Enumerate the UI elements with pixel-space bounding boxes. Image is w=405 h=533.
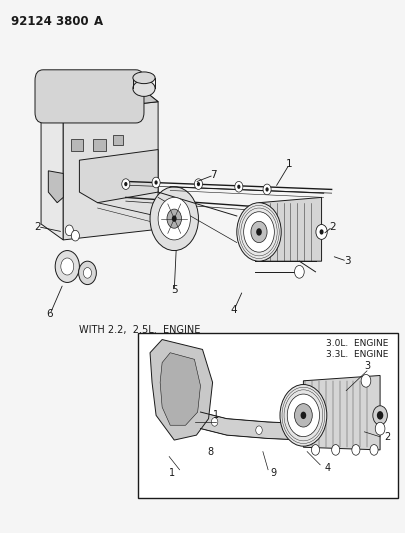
Polygon shape bbox=[79, 150, 158, 203]
Circle shape bbox=[373, 406, 387, 425]
Text: 2: 2 bbox=[34, 222, 41, 232]
Circle shape bbox=[65, 225, 73, 236]
Circle shape bbox=[211, 418, 218, 426]
FancyBboxPatch shape bbox=[70, 139, 83, 151]
Polygon shape bbox=[41, 96, 63, 240]
Polygon shape bbox=[63, 102, 158, 240]
Circle shape bbox=[316, 224, 327, 239]
Text: 3.0L.  ENGINE
3.3L.  ENGINE: 3.0L. ENGINE 3.3L. ENGINE bbox=[326, 340, 388, 359]
Text: A: A bbox=[94, 14, 102, 28]
Circle shape bbox=[237, 203, 281, 261]
Circle shape bbox=[237, 184, 241, 189]
Text: 9: 9 bbox=[270, 468, 276, 478]
Circle shape bbox=[71, 230, 79, 241]
Polygon shape bbox=[150, 340, 213, 440]
Circle shape bbox=[172, 215, 177, 222]
Circle shape bbox=[311, 445, 320, 455]
Circle shape bbox=[256, 426, 262, 434]
Polygon shape bbox=[160, 353, 200, 425]
Text: 1: 1 bbox=[169, 468, 175, 478]
Circle shape bbox=[154, 180, 158, 184]
Circle shape bbox=[352, 445, 360, 455]
Circle shape bbox=[375, 422, 385, 435]
Circle shape bbox=[301, 411, 306, 419]
FancyBboxPatch shape bbox=[113, 135, 123, 146]
Circle shape bbox=[83, 268, 92, 278]
Text: 4: 4 bbox=[231, 305, 237, 315]
Text: 7: 7 bbox=[211, 170, 217, 180]
FancyBboxPatch shape bbox=[93, 139, 106, 151]
Text: 1: 1 bbox=[286, 159, 292, 169]
Text: 5: 5 bbox=[171, 286, 177, 295]
Circle shape bbox=[320, 229, 324, 235]
Ellipse shape bbox=[133, 80, 155, 96]
Circle shape bbox=[251, 221, 267, 243]
Circle shape bbox=[287, 394, 320, 437]
Circle shape bbox=[263, 184, 271, 195]
Polygon shape bbox=[200, 412, 303, 440]
Circle shape bbox=[158, 197, 190, 240]
Text: 92124 3800: 92124 3800 bbox=[11, 14, 88, 28]
Circle shape bbox=[280, 384, 327, 446]
Bar bbox=[138, 333, 398, 498]
Text: 3: 3 bbox=[344, 256, 350, 266]
Polygon shape bbox=[303, 375, 380, 450]
Circle shape bbox=[122, 179, 130, 189]
Polygon shape bbox=[41, 86, 158, 112]
Circle shape bbox=[197, 182, 200, 186]
Circle shape bbox=[124, 182, 128, 186]
Circle shape bbox=[244, 212, 274, 252]
Circle shape bbox=[256, 228, 262, 236]
Circle shape bbox=[377, 411, 383, 419]
Text: 1: 1 bbox=[213, 410, 219, 421]
Ellipse shape bbox=[133, 72, 155, 84]
Polygon shape bbox=[41, 86, 158, 112]
Circle shape bbox=[294, 403, 312, 427]
Polygon shape bbox=[48, 171, 63, 203]
FancyBboxPatch shape bbox=[35, 70, 144, 123]
Circle shape bbox=[167, 209, 181, 228]
Circle shape bbox=[370, 445, 378, 455]
Circle shape bbox=[150, 187, 198, 251]
Circle shape bbox=[235, 181, 243, 192]
Circle shape bbox=[296, 427, 303, 436]
Circle shape bbox=[79, 261, 96, 285]
Circle shape bbox=[294, 265, 304, 278]
Text: 4: 4 bbox=[325, 463, 331, 473]
Circle shape bbox=[55, 251, 79, 282]
Circle shape bbox=[361, 374, 371, 387]
Text: 8: 8 bbox=[208, 447, 214, 457]
Text: 2: 2 bbox=[385, 432, 391, 442]
Circle shape bbox=[265, 187, 269, 191]
Polygon shape bbox=[259, 197, 322, 261]
Circle shape bbox=[152, 177, 160, 188]
Text: 2: 2 bbox=[329, 222, 336, 232]
Text: 6: 6 bbox=[47, 309, 53, 319]
Text: WITH 2.2,  2.5L.  ENGINE: WITH 2.2, 2.5L. ENGINE bbox=[79, 325, 201, 335]
Circle shape bbox=[61, 258, 74, 275]
Text: 3: 3 bbox=[364, 361, 370, 371]
Circle shape bbox=[332, 445, 340, 455]
Circle shape bbox=[194, 179, 202, 189]
